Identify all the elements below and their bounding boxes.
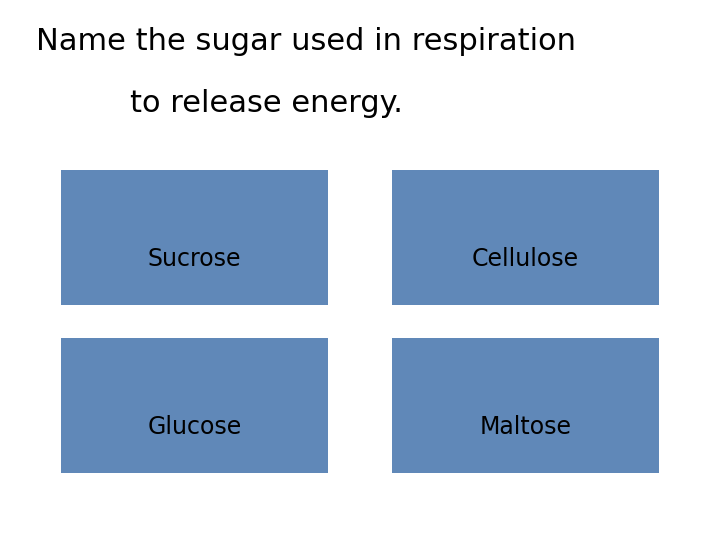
Text: Glucose: Glucose (148, 415, 241, 438)
FancyBboxPatch shape (392, 170, 659, 305)
FancyBboxPatch shape (61, 338, 328, 472)
FancyBboxPatch shape (392, 338, 659, 472)
Text: Maltose: Maltose (480, 415, 572, 438)
Text: Cellulose: Cellulose (472, 247, 579, 271)
Text: Name the sugar used in respiration: Name the sugar used in respiration (36, 27, 576, 56)
Text: Sucrose: Sucrose (148, 247, 241, 271)
Text: to release energy.: to release energy. (130, 89, 402, 118)
FancyBboxPatch shape (61, 170, 328, 305)
